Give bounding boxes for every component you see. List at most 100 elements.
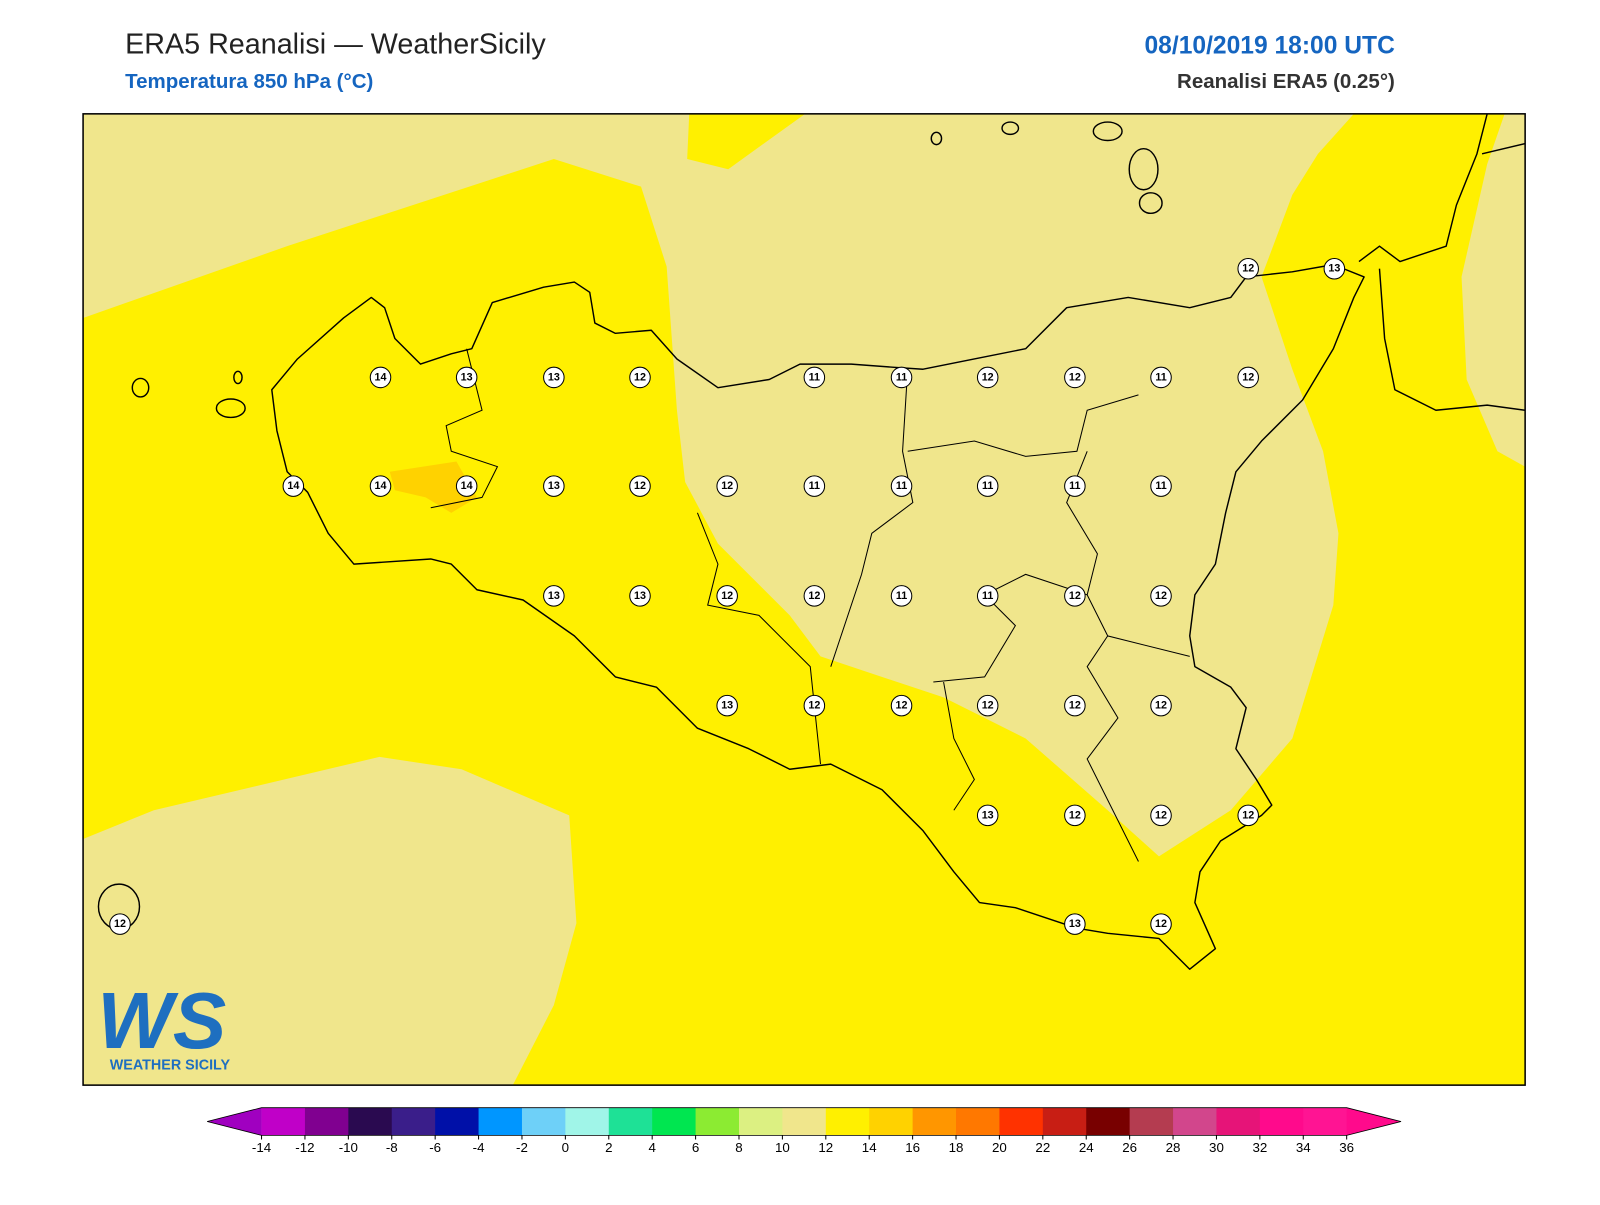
point-marker <box>109 913 131 935</box>
colorbar-bin <box>825 1107 870 1136</box>
colorbar-tick-label: 28 <box>1166 1140 1181 1155</box>
point-marker <box>1150 804 1172 827</box>
colorbar-bin <box>999 1107 1044 1136</box>
source: Reanalisi ERA5 (0.25°) <box>1177 70 1395 93</box>
point-label: 13 <box>548 371 560 383</box>
colorbar-bin <box>1086 1107 1131 1136</box>
point-label: 12 <box>808 700 820 712</box>
date: 08/10/2019 18:00 UTC <box>1144 32 1395 59</box>
colorbar-bin <box>521 1107 566 1136</box>
colorbar-bin <box>695 1107 740 1136</box>
colorbar-over <box>1346 1107 1402 1136</box>
point-label: 12 <box>114 918 126 930</box>
colorbar-tick-label: 26 <box>1122 1140 1137 1155</box>
point-label: 12 <box>721 480 733 492</box>
colorbar-tick-label: -4 <box>473 1140 485 1155</box>
colorbar-tick-label: 8 <box>735 1140 742 1155</box>
point-label: 12 <box>896 700 908 712</box>
island <box>131 377 150 398</box>
point-label: 13 <box>461 371 473 383</box>
map-frame <box>82 113 1526 1086</box>
point-label: 12 <box>1069 700 1081 712</box>
point-marker <box>1064 694 1086 717</box>
point-label: 12 <box>1069 590 1081 602</box>
logo-mark: WS <box>97 976 226 1065</box>
point-marker <box>1064 585 1086 607</box>
island <box>1138 192 1163 215</box>
point-marker <box>629 585 651 607</box>
colorbar-bin <box>304 1107 349 1136</box>
point-marker <box>455 366 478 389</box>
point-label: 12 <box>1069 809 1081 821</box>
point-label: 14 <box>375 480 387 492</box>
colorbar-bin <box>1173 1107 1217 1136</box>
colorbar-bin <box>1259 1107 1304 1136</box>
field-10-12 <box>83 756 577 1086</box>
colorbar-bin <box>652 1107 697 1136</box>
point-label: 11 <box>896 480 907 492</box>
point-marker <box>1150 913 1172 935</box>
point-marker <box>976 804 999 827</box>
point-label: 13 <box>548 590 560 602</box>
colorbar-tick-label: 20 <box>992 1140 1007 1155</box>
colorbar-tick-label: 36 <box>1339 1140 1354 1155</box>
colorbar-bin <box>565 1107 610 1136</box>
colorbar-tick-label: 22 <box>1035 1140 1050 1155</box>
point-marker <box>1064 475 1086 497</box>
colorbar-tick-label: 24 <box>1079 1140 1094 1155</box>
point-marker <box>803 694 826 717</box>
colorbar-bin <box>1129 1107 1174 1136</box>
field-14-16 <box>389 461 477 513</box>
colorbar-tick-label: 6 <box>692 1140 699 1155</box>
colorbar-bin <box>391 1107 436 1136</box>
colorbar-bin <box>738 1107 783 1136</box>
point-marker <box>976 694 999 717</box>
subtitle: Temperatura 850 hPa (°C) <box>125 70 373 93</box>
point-label: 11 <box>896 590 907 602</box>
point-marker <box>629 366 651 389</box>
point-label: 13 <box>1069 918 1081 930</box>
point-label: 12 <box>982 700 994 712</box>
island <box>930 131 943 146</box>
point-label: 12 <box>634 371 646 383</box>
point-label: 12 <box>1155 700 1167 712</box>
colorbar-tick-label: 18 <box>949 1140 964 1155</box>
point-marker <box>1064 366 1086 389</box>
title: ERA5 Reanalisi — WeatherSicily <box>125 28 546 60</box>
point-label: 12 <box>1242 809 1254 821</box>
province-borders <box>430 348 1190 862</box>
colorbar-tick-label: -10 <box>339 1140 358 1155</box>
point-label: 13 <box>634 590 646 602</box>
point-marker <box>1150 585 1172 607</box>
point-marker <box>803 585 826 607</box>
colorbar-tick-label: 14 <box>862 1140 877 1155</box>
point-label: 11 <box>809 480 820 492</box>
point-marker <box>543 475 565 497</box>
point-marker <box>976 585 999 607</box>
point-marker <box>369 475 392 497</box>
point-label: 12 <box>1155 809 1167 821</box>
colorbar-tick-label: -2 <box>516 1140 528 1155</box>
point-marker <box>803 366 826 389</box>
point-label: 14 <box>287 480 299 492</box>
island <box>1092 121 1123 142</box>
coastline <box>271 263 1365 970</box>
point-marker <box>369 366 392 389</box>
colorbar-tick-label: 0 <box>562 1140 569 1155</box>
point-label: 11 <box>1155 371 1166 383</box>
colorbar-bin <box>348 1107 393 1136</box>
colorbar-tick-label: 34 <box>1296 1140 1311 1155</box>
point-marker <box>716 694 738 717</box>
point-marker <box>543 366 565 389</box>
colorbar-bin <box>1216 1107 1261 1136</box>
point-label: 12 <box>1242 263 1254 275</box>
point-marker <box>1237 804 1259 827</box>
colorbar-bin <box>478 1107 523 1136</box>
logo-name: WEATHER SICILY <box>110 1058 231 1074</box>
point-marker <box>803 475 826 497</box>
point-marker <box>1237 257 1259 280</box>
point-marker <box>1150 694 1172 717</box>
island <box>215 398 246 419</box>
point-marker <box>716 475 738 497</box>
colorbar-tick-label: 30 <box>1209 1140 1224 1155</box>
